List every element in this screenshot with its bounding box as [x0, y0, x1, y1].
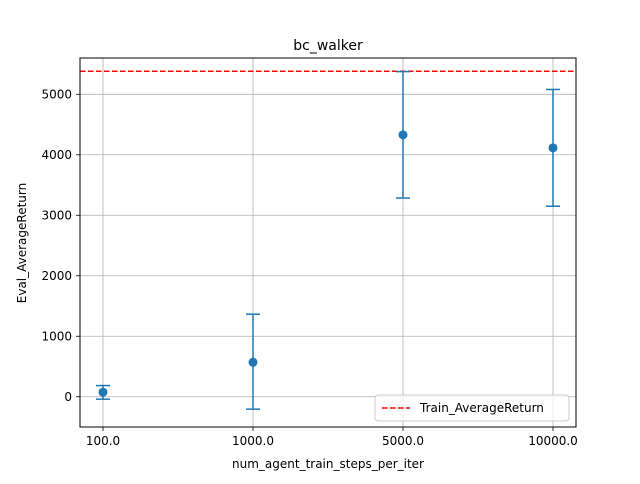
plot-background — [80, 58, 576, 427]
data-point — [98, 387, 108, 397]
data-point — [248, 357, 258, 367]
data-series — [96, 70, 560, 410]
y-tick-label: 0 — [64, 390, 72, 404]
chart-title: bc_walker — [293, 38, 363, 54]
x-tick-label: 100.0 — [86, 434, 120, 448]
y-tick-label: 3000 — [41, 208, 72, 222]
axis-ticks: 100.0 1000.0 5000.0 10000.0 0 1000 2000 3000 400… — [41, 87, 577, 448]
y-tick-label: 2000 — [41, 269, 72, 283]
plot-frame — [79, 57, 577, 428]
x-axis-label: num_agent_train_steps_per_iter — [232, 457, 424, 471]
x-tick-label: 1000.0 — [232, 434, 274, 448]
x-tick-label: 5000.0 — [382, 434, 424, 448]
y-tick-label: 1000 — [41, 329, 72, 343]
data-point — [548, 143, 558, 153]
y-tick-label: 4000 — [41, 148, 72, 162]
x-tick-label: 10000.0 — [528, 434, 578, 448]
legend-label-train-average-return: Train_AverageReturn — [419, 401, 544, 415]
legend-box — [374, 394, 570, 422]
y-tick-label: 5000 — [41, 87, 72, 101]
data-point — [398, 130, 408, 140]
legend: Train_AverageReturn — [374, 394, 570, 422]
y-axis-label: Eval_AverageReturn — [15, 183, 29, 303]
